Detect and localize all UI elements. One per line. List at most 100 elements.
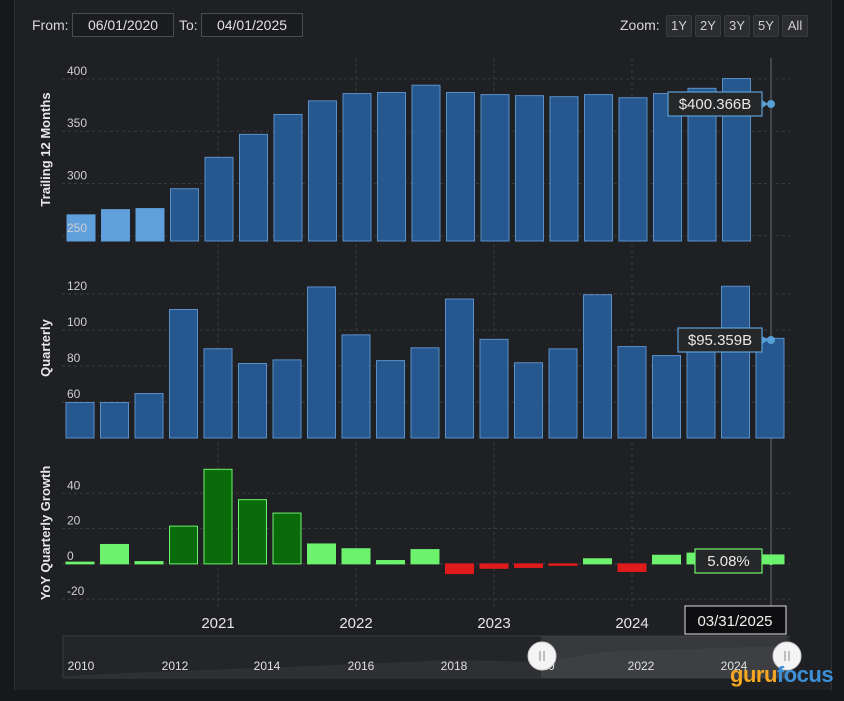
bar [239,133,268,242]
bar [101,209,130,242]
bar [341,334,371,439]
zoom-label: Zoom: [620,17,660,33]
bar [135,208,165,242]
bar [377,92,406,242]
zoom-3y-button[interactable]: 3Y [724,15,750,37]
bar [66,214,96,242]
zoom-1y-button[interactable]: 1Y [666,15,692,37]
bar [410,347,440,439]
ttm-callout-dot [767,100,775,108]
bar [755,337,785,439]
bar [652,355,681,439]
hover-date-text: 03/31/2025 [697,613,772,630]
navigator-year-label: 2024 [721,659,748,673]
growth-callout-text: 5.08% [707,553,750,570]
bar [549,96,579,242]
navigator-year-label: 2022 [628,659,655,673]
from-date-input[interactable]: 06/01/2020 [72,13,174,37]
bar [238,362,267,439]
zoom-5y-button[interactable]: 5Y [753,15,779,37]
bar [307,286,336,439]
navigator-right-handle[interactable] [772,641,802,671]
y-tick-label: 20 [67,514,81,528]
to-label: To: [179,17,198,33]
bar [479,338,509,439]
bar [308,100,337,242]
zoom-2y-button[interactable]: 2Y [695,15,721,37]
bar [100,402,129,439]
x-axis-label: 2022 [339,615,372,632]
bar [376,360,405,439]
growth-callout-pointer [762,557,768,565]
bar [446,92,475,242]
y-tick-label: 250 [67,221,87,235]
bar [652,554,681,565]
y-axis-label: YoY Quarterly Growth [38,466,53,601]
bar [445,298,474,439]
hover-date-box [684,605,787,635]
bar [479,563,509,569]
y-tick-label: 350 [67,116,87,130]
navigator-year-label: 2010 [68,659,95,673]
gurufocus-logo: gurufocus [730,662,834,687]
quarterly-callout-text: $95.359B [688,332,752,349]
bar [686,338,716,439]
bar [445,563,474,575]
bar [238,499,267,565]
ttm-callout-text: $400.366B [679,96,752,113]
navigator-year-label: 2014 [254,659,281,673]
bar [100,543,129,565]
y-axis-label: Trailing 12 Months [38,92,53,206]
bar [272,359,302,439]
navigator-area [63,646,789,678]
y-tick-label: 100 [67,315,87,329]
bar [411,84,441,242]
bar [204,156,234,242]
from-label: From: [32,17,69,33]
navigator-selection [541,636,787,678]
bar [548,348,578,439]
bar [617,346,647,439]
bar [203,468,233,565]
bar [169,525,198,565]
bar [65,402,95,439]
x-axis-label: 2024 [615,615,648,632]
navigator-left-handle[interactable] [527,641,557,671]
ttm-callout-box [667,91,763,117]
bar [480,94,510,242]
navigator-year-label: 2016 [348,659,375,673]
bar [134,393,164,439]
bar [169,308,198,439]
bar [584,94,613,242]
bar [515,95,544,242]
y-tick-label: 300 [67,168,87,182]
bar [342,93,372,242]
bar [653,93,682,242]
bar [514,563,543,568]
bar [376,560,405,565]
y-tick-label: 60 [67,387,81,401]
bar [341,548,371,565]
quarterly-callout-pointer [762,336,768,344]
ttm-callout-pointer [762,100,768,108]
bar [170,188,199,242]
growth-callout-box [694,548,763,574]
bar [273,113,303,242]
navigator-year-label: 2012 [162,659,189,673]
to-date-input[interactable]: 04/01/2025 [201,13,303,37]
navigator-year-label: 2018 [441,659,468,673]
bar [583,558,612,565]
y-tick-label: 400 [67,64,87,78]
zoom-all-button[interactable]: All [782,15,808,37]
y-axis-label: Quarterly [38,318,53,377]
bar [514,362,543,439]
x-axis-label: 2023 [477,615,510,632]
bar [203,348,233,439]
range-toolbar: From: 06/01/2020 To: 04/01/2025 Zoom: 1Y… [14,12,830,38]
bar [617,563,647,572]
bar [272,512,302,565]
y-tick-label: 120 [67,279,87,293]
bar [548,563,578,566]
y-tick-label: 40 [67,478,81,492]
